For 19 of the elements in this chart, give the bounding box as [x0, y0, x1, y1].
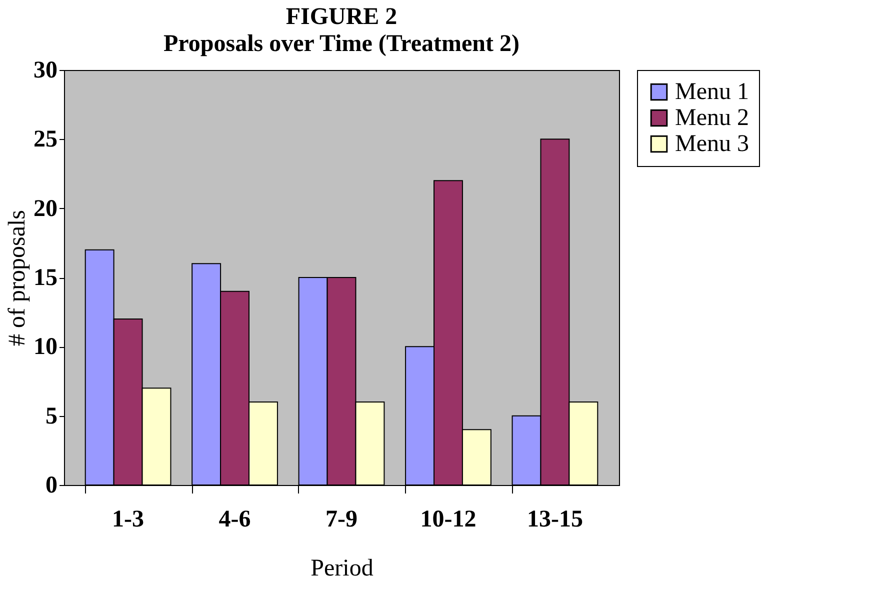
x-tick-label: 1-3: [112, 506, 144, 532]
x-tick-label: 13-15: [526, 506, 583, 532]
chart-subtitle: Proposals over Time (Treatment 2): [164, 31, 520, 57]
y-tick-label: 5: [46, 403, 58, 430]
y-tick-label: 15: [34, 265, 58, 291]
y-tick-label: 30: [34, 58, 58, 84]
x-tick-label: 4-6: [218, 506, 251, 532]
x-tick-label: 7-9: [326, 506, 358, 532]
legend-label: Menu 2: [675, 105, 749, 131]
x-tick-label: 10-12: [420, 506, 476, 532]
y-tick-label: 0: [46, 472, 58, 498]
x-axis-title: Period: [310, 556, 374, 582]
legend-label: Menu 3: [675, 131, 749, 157]
y-tick-label: 20: [34, 196, 58, 222]
legend-label: Menu 1: [675, 79, 749, 105]
chart-title: FIGURE 2: [286, 4, 398, 30]
y-tick-label: 10: [34, 334, 58, 360]
y-axis-title: # of proposals: [4, 210, 30, 346]
y-tick-label: 25: [34, 126, 58, 153]
